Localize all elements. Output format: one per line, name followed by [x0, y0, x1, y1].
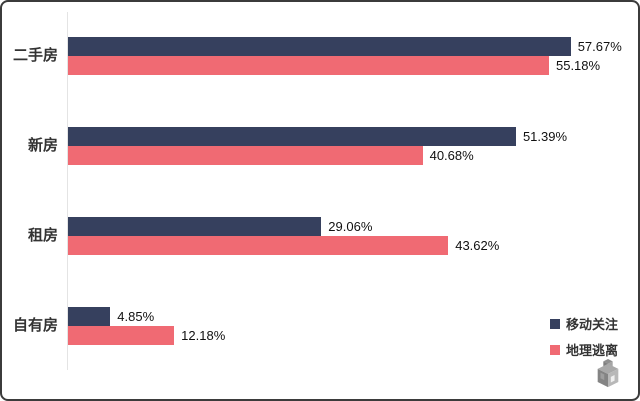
bar-mobile-attention — [68, 307, 111, 326]
bar-geo-escape — [68, 146, 423, 165]
bar-mobile-attention — [68, 217, 322, 236]
value-label: 55.18% — [555, 58, 601, 73]
bar-geo-escape — [68, 236, 449, 255]
bar-mobile-attention — [68, 37, 571, 56]
value-label: 40.68% — [429, 148, 474, 163]
legend: 移动关注 地理逃离 — [549, 314, 618, 359]
category-label: 新房 — [27, 137, 58, 154]
legend-item-geo-escape: 地理逃离 — [549, 340, 618, 359]
bar-group-newhome: 新房 51.39% 40.68% — [0, 127, 640, 165]
legend-label: 地理逃离 — [565, 343, 618, 358]
bar-group-rental: 租房 29.06% 43.62% — [0, 217, 640, 255]
value-label: 29.06% — [328, 219, 373, 234]
y-axis-line — [67, 12, 68, 370]
legend-swatch-navy — [549, 318, 560, 329]
category-label: 二手房 — [12, 47, 58, 64]
bar-group-secondhand: 二手房 57.67% 55.18% — [0, 37, 640, 75]
bar-group-owned: 自有房 4.85% 12.18% — [0, 307, 640, 345]
bar-mobile-attention — [68, 127, 516, 146]
bar-geo-escape — [68, 56, 549, 75]
legend-item-mobile-attention: 移动关注 — [549, 314, 618, 333]
value-label: 57.67% — [577, 39, 622, 54]
category-label: 自有房 — [12, 317, 58, 334]
bar-geo-escape — [68, 326, 175, 345]
value-label: 4.85% — [117, 309, 155, 324]
value-label: 12.18% — [181, 328, 226, 343]
cube-brick-logo-icon — [593, 358, 623, 390]
legend-label: 移动关注 — [565, 317, 618, 332]
value-label: 43.62% — [455, 238, 500, 253]
legend-swatch-pink — [549, 344, 560, 355]
category-label: 租房 — [27, 227, 58, 244]
value-label: 51.39% — [522, 129, 568, 144]
